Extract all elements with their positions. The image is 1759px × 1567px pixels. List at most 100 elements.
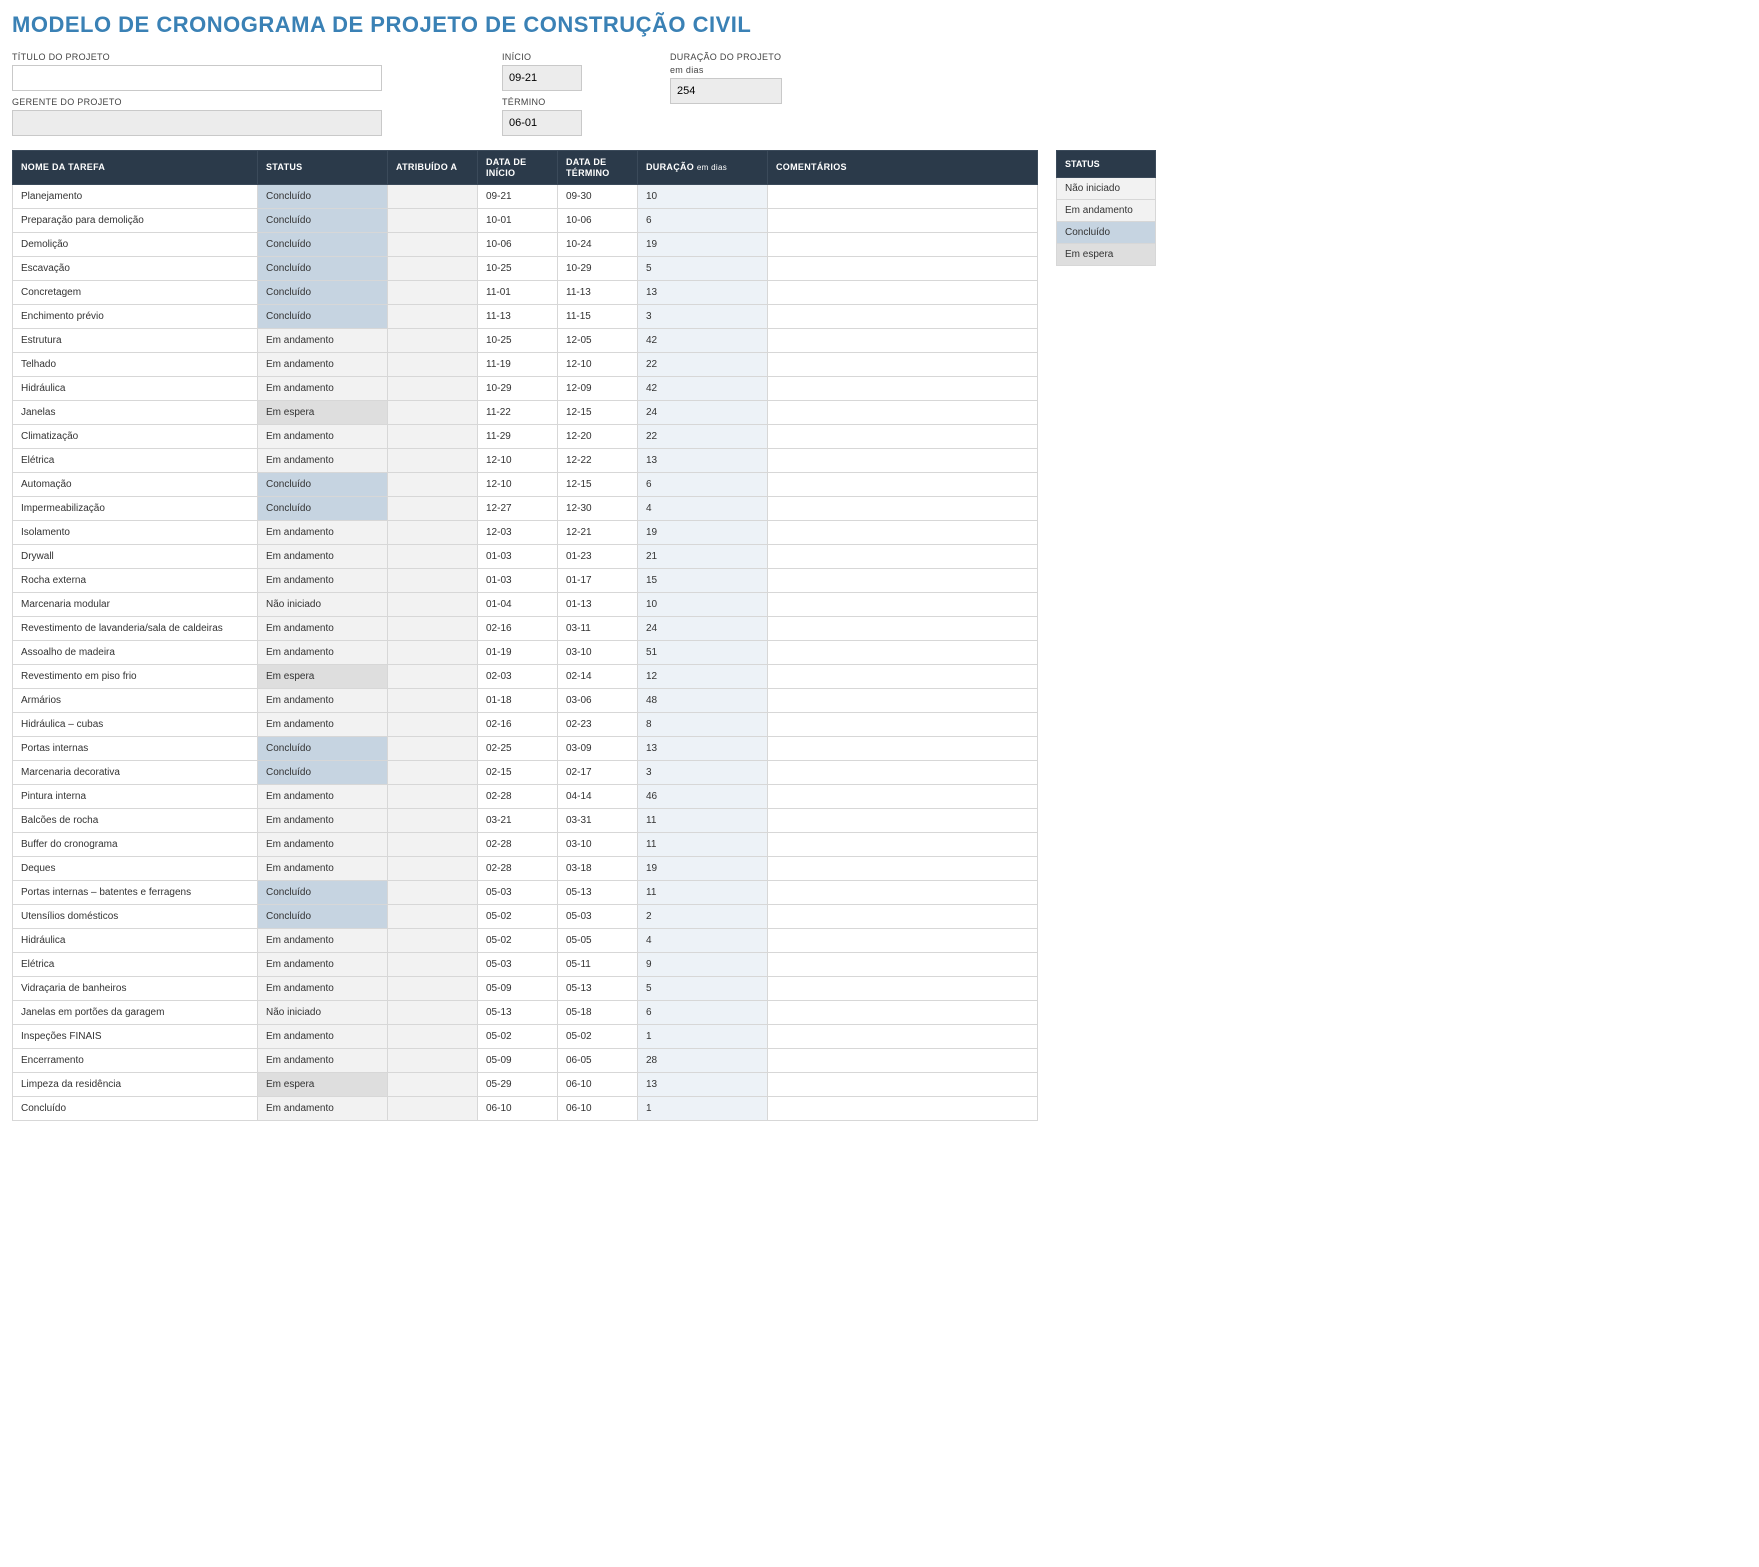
cell-assigned[interactable] bbox=[388, 521, 478, 545]
cell-end[interactable]: 05-11 bbox=[558, 953, 638, 977]
cell-status[interactable]: Em andamento bbox=[258, 857, 388, 881]
cell-end[interactable]: 10-29 bbox=[558, 257, 638, 281]
cell-duration[interactable]: 28 bbox=[638, 1049, 768, 1073]
cell-duration[interactable]: 3 bbox=[638, 761, 768, 785]
cell-end[interactable]: 12-15 bbox=[558, 473, 638, 497]
cell-task[interactable]: Elétrica bbox=[13, 449, 258, 473]
cell-status[interactable]: Concluído bbox=[258, 473, 388, 497]
cell-status[interactable]: Em andamento bbox=[258, 977, 388, 1001]
cell-duration[interactable]: 11 bbox=[638, 881, 768, 905]
cell-start[interactable]: 03-21 bbox=[478, 809, 558, 833]
cell-status[interactable]: Concluído bbox=[258, 497, 388, 521]
cell-task[interactable]: Portas internas – batentes e ferragens bbox=[13, 881, 258, 905]
cell-duration[interactable]: 13 bbox=[638, 449, 768, 473]
cell-start[interactable]: 12-27 bbox=[478, 497, 558, 521]
cell-end[interactable]: 03-18 bbox=[558, 857, 638, 881]
cell-task[interactable]: Marcenaria modular bbox=[13, 593, 258, 617]
cell-duration[interactable]: 19 bbox=[638, 233, 768, 257]
cell-task[interactable]: Limpeza da residência bbox=[13, 1073, 258, 1097]
cell-task[interactable]: Isolamento bbox=[13, 521, 258, 545]
cell-end[interactable]: 03-06 bbox=[558, 689, 638, 713]
cell-start[interactable]: 12-03 bbox=[478, 521, 558, 545]
cell-comments[interactable] bbox=[768, 545, 1038, 569]
cell-status[interactable]: Em andamento bbox=[258, 929, 388, 953]
cell-duration[interactable]: 22 bbox=[638, 353, 768, 377]
cell-duration[interactable]: 4 bbox=[638, 497, 768, 521]
cell-end[interactable]: 06-05 bbox=[558, 1049, 638, 1073]
cell-end[interactable]: 12-30 bbox=[558, 497, 638, 521]
cell-assigned[interactable] bbox=[388, 617, 478, 641]
cell-task[interactable]: Preparação para demolição bbox=[13, 209, 258, 233]
cell-duration[interactable]: 6 bbox=[638, 473, 768, 497]
cell-duration[interactable]: 5 bbox=[638, 257, 768, 281]
cell-end[interactable]: 03-10 bbox=[558, 833, 638, 857]
cell-comments[interactable] bbox=[768, 521, 1038, 545]
cell-end[interactable]: 12-22 bbox=[558, 449, 638, 473]
cell-start[interactable]: 12-10 bbox=[478, 473, 558, 497]
cell-comments[interactable] bbox=[768, 185, 1038, 209]
cell-status[interactable]: Concluído bbox=[258, 233, 388, 257]
cell-start[interactable]: 05-02 bbox=[478, 1025, 558, 1049]
cell-status[interactable]: Em andamento bbox=[258, 809, 388, 833]
cell-status[interactable]: Não iniciado bbox=[258, 593, 388, 617]
cell-task[interactable]: Assoalho de madeira bbox=[13, 641, 258, 665]
cell-assigned[interactable] bbox=[388, 665, 478, 689]
cell-end[interactable]: 12-09 bbox=[558, 377, 638, 401]
cell-end[interactable]: 03-10 bbox=[558, 641, 638, 665]
cell-end[interactable]: 01-23 bbox=[558, 545, 638, 569]
cell-assigned[interactable] bbox=[388, 449, 478, 473]
cell-end[interactable]: 12-15 bbox=[558, 401, 638, 425]
cell-status[interactable]: Concluído bbox=[258, 185, 388, 209]
cell-assigned[interactable] bbox=[388, 305, 478, 329]
cell-status[interactable]: Em andamento bbox=[258, 617, 388, 641]
cell-assigned[interactable] bbox=[388, 641, 478, 665]
cell-start[interactable]: 11-22 bbox=[478, 401, 558, 425]
cell-comments[interactable] bbox=[768, 833, 1038, 857]
cell-comments[interactable] bbox=[768, 785, 1038, 809]
cell-comments[interactable] bbox=[768, 905, 1038, 929]
cell-duration[interactable]: 13 bbox=[638, 1073, 768, 1097]
cell-comments[interactable] bbox=[768, 449, 1038, 473]
cell-assigned[interactable] bbox=[388, 1001, 478, 1025]
cell-comments[interactable] bbox=[768, 353, 1038, 377]
cell-start[interactable]: 10-25 bbox=[478, 257, 558, 281]
cell-assigned[interactable] bbox=[388, 329, 478, 353]
cell-end[interactable]: 03-11 bbox=[558, 617, 638, 641]
cell-task[interactable]: Demolição bbox=[13, 233, 258, 257]
cell-task[interactable]: Planejamento bbox=[13, 185, 258, 209]
cell-start[interactable]: 02-28 bbox=[478, 833, 558, 857]
cell-comments[interactable] bbox=[768, 473, 1038, 497]
cell-comments[interactable] bbox=[768, 689, 1038, 713]
cell-status[interactable]: Não iniciado bbox=[258, 1001, 388, 1025]
cell-assigned[interactable] bbox=[388, 1073, 478, 1097]
cell-task[interactable]: Revestimento de lavanderia/sala de calde… bbox=[13, 617, 258, 641]
cell-end[interactable]: 03-09 bbox=[558, 737, 638, 761]
cell-duration[interactable]: 9 bbox=[638, 953, 768, 977]
cell-duration[interactable]: 13 bbox=[638, 737, 768, 761]
cell-status[interactable]: Concluído bbox=[258, 761, 388, 785]
cell-end[interactable]: 10-06 bbox=[558, 209, 638, 233]
cell-duration[interactable]: 13 bbox=[638, 281, 768, 305]
cell-status[interactable]: Em andamento bbox=[258, 641, 388, 665]
cell-task[interactable]: Portas internas bbox=[13, 737, 258, 761]
cell-task[interactable]: Hidráulica – cubas bbox=[13, 713, 258, 737]
cell-start[interactable]: 05-29 bbox=[478, 1073, 558, 1097]
cell-assigned[interactable] bbox=[388, 497, 478, 521]
cell-comments[interactable] bbox=[768, 233, 1038, 257]
cell-duration[interactable]: 24 bbox=[638, 401, 768, 425]
cell-start[interactable]: 01-18 bbox=[478, 689, 558, 713]
cell-task[interactable]: Vidraçaria de banheiros bbox=[13, 977, 258, 1001]
cell-start[interactable]: 05-02 bbox=[478, 929, 558, 953]
cell-end[interactable]: 05-03 bbox=[558, 905, 638, 929]
cell-comments[interactable] bbox=[768, 713, 1038, 737]
cell-assigned[interactable] bbox=[388, 929, 478, 953]
cell-status[interactable]: Em andamento bbox=[258, 1097, 388, 1121]
cell-assigned[interactable] bbox=[388, 833, 478, 857]
cell-start[interactable]: 02-15 bbox=[478, 761, 558, 785]
cell-start[interactable]: 02-25 bbox=[478, 737, 558, 761]
cell-duration[interactable]: 19 bbox=[638, 857, 768, 881]
cell-comments[interactable] bbox=[768, 929, 1038, 953]
cell-duration[interactable]: 42 bbox=[638, 377, 768, 401]
cell-comments[interactable] bbox=[768, 401, 1038, 425]
cell-start[interactable]: 10-25 bbox=[478, 329, 558, 353]
